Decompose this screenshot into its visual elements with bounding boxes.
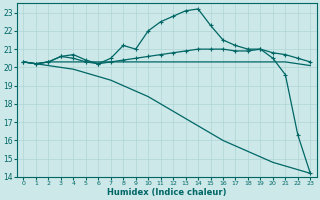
X-axis label: Humidex (Indice chaleur): Humidex (Indice chaleur)	[107, 188, 227, 197]
